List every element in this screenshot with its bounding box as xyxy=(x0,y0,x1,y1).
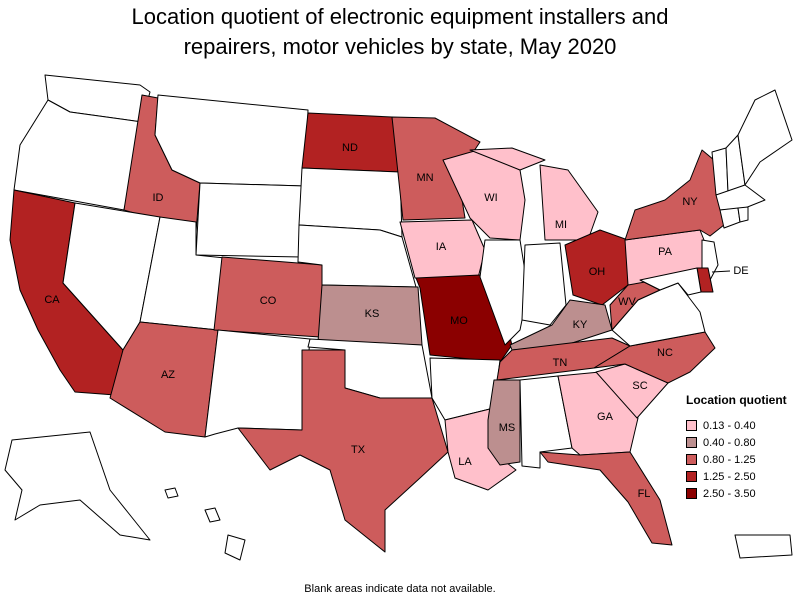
state-label-tn: TN xyxy=(553,357,568,369)
map-title: Location quotient of electronic equipmen… xyxy=(0,2,800,62)
state-label-nd: ND xyxy=(342,142,358,154)
state-label-mn: MN xyxy=(416,172,433,184)
state-label-fl: FL xyxy=(638,488,651,500)
state-label-az: AZ xyxy=(161,369,175,381)
state-in xyxy=(521,242,567,326)
legend-title: Location quotient xyxy=(686,393,787,407)
state-ny xyxy=(624,149,725,241)
legend-item: 2.50 - 3.50 xyxy=(686,485,798,502)
state-ak xyxy=(4,431,151,541)
legend: Location quotient 0.13 - 0.40 0.40 - 0.80… xyxy=(686,393,798,502)
title-line-1: Location quotient of electronic equipmen… xyxy=(131,4,669,29)
state-label-ny: NY xyxy=(682,196,698,208)
legend-label: 0.13 - 0.40 xyxy=(703,419,756,432)
legend-item: 0.13 - 0.40 xyxy=(686,417,798,434)
state-il xyxy=(479,239,529,346)
title-line-2: repairers, motor vehicles by state, May … xyxy=(183,34,617,59)
state-label-ky: KY xyxy=(573,319,588,331)
state-label-ia: IA xyxy=(436,241,447,253)
state-mt xyxy=(154,94,309,187)
state-label-tx: TX xyxy=(351,444,366,456)
state-fl xyxy=(539,451,673,546)
state-hi xyxy=(164,487,246,561)
state-ct xyxy=(719,207,741,229)
state-ri xyxy=(737,206,749,223)
legend-item: 0.40 - 0.80 xyxy=(686,434,798,451)
legend-item: 0.80 - 1.25 xyxy=(686,451,798,468)
state-pr xyxy=(734,534,793,559)
state-label-nc: NC xyxy=(657,347,673,359)
legend-label: 0.40 - 0.80 xyxy=(703,436,756,449)
legend-swatch xyxy=(686,437,697,448)
state-label-mi: MI xyxy=(555,219,567,231)
state-tx xyxy=(237,349,449,553)
legend-swatch xyxy=(686,454,697,465)
us-choropleth-map: CA ID AZ CO ND KS TX MN IA MO LA WI MI OH KY TN MS GA FL SC… xyxy=(4,74,793,561)
state-label-sc: SC xyxy=(632,380,647,392)
state-label-id: ID xyxy=(153,192,164,204)
legend-label: 0.80 - 1.25 xyxy=(703,453,756,466)
state-wy xyxy=(195,182,306,258)
state-label-ks: KS xyxy=(365,308,380,320)
state-label-wi: WI xyxy=(484,192,497,204)
legend-swatch xyxy=(686,420,697,431)
legend-item: 1.25 - 2.50 xyxy=(686,468,798,485)
state-md xyxy=(639,267,702,296)
footnote: Blank areas indicate data not available. xyxy=(304,583,496,595)
legend-label: 2.50 - 3.50 xyxy=(703,487,756,500)
state-label-ca: CA xyxy=(44,294,60,306)
legend-swatch xyxy=(686,488,697,499)
de-leader-line xyxy=(711,270,731,273)
state-label-oh: OH xyxy=(589,266,606,278)
state-me xyxy=(737,89,793,186)
state-label-ms: MS xyxy=(499,422,516,434)
state-label-wv: WV xyxy=(618,296,636,308)
state-nm xyxy=(204,329,311,438)
state-mi xyxy=(469,147,599,241)
legend-label: 1.25 - 2.50 xyxy=(703,470,756,483)
state-label-la: LA xyxy=(458,456,472,468)
state-label-co: CO xyxy=(260,295,277,307)
state-label-de: DE xyxy=(733,265,748,277)
legend-swatch xyxy=(686,471,697,482)
state-label-pa: PA xyxy=(658,246,673,258)
state-ma xyxy=(715,184,766,211)
state-label-mo: MO xyxy=(450,315,468,327)
state-label-ga: GA xyxy=(597,411,614,423)
